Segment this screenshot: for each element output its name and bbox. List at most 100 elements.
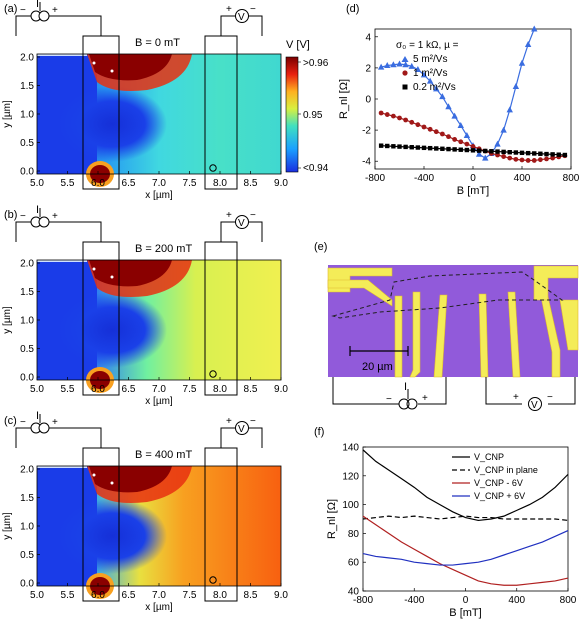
panel-label-b: (b) — [4, 209, 17, 221]
legend-label: V_CNP - 6V — [474, 478, 523, 488]
x-tick-label: 9.0 — [274, 384, 288, 395]
x-axis-label: B [mT] — [449, 607, 481, 619]
minus-e1: − — [386, 394, 392, 405]
data-point — [378, 110, 384, 116]
x-tick-label: 0 — [470, 173, 476, 184]
data-point — [544, 151, 549, 157]
data-point — [391, 144, 396, 149]
y-tick-label: 1.5 — [20, 287, 34, 298]
minus-e2: − — [547, 392, 553, 403]
series-line — [362, 529, 569, 566]
minus-sign: − — [250, 210, 256, 221]
y-tick-label: 40 — [348, 587, 360, 598]
field-label: B = 0 mT — [135, 37, 180, 49]
voltage-label: V — [238, 424, 245, 435]
voltmeter-icon — [235, 215, 249, 229]
y-tick-label: 1.5 — [20, 493, 34, 504]
y-tick-label: 120 — [342, 471, 359, 482]
data-point — [457, 121, 464, 128]
y-tick-label: 100 — [342, 500, 359, 511]
data-point — [446, 146, 451, 152]
x-tick-label: 7.5 — [183, 178, 197, 189]
data-point — [420, 71, 428, 78]
current-label: I — [36, 204, 39, 216]
x-tick-label: 7.0 — [152, 178, 166, 189]
data-point — [556, 152, 561, 157]
x-tick-label: 6.5 — [122, 178, 136, 189]
data-point — [451, 112, 458, 119]
x-tick-label: 5.5 — [61, 590, 75, 601]
x-tick-label: 8.5 — [244, 178, 258, 189]
flake-outline — [331, 271, 564, 319]
x-tick-label: 5.5 — [61, 384, 75, 395]
x-tick-label: -800 — [365, 173, 385, 184]
panel-label-a: (a) — [4, 3, 17, 15]
scalebar-label: 20 µm — [362, 361, 393, 373]
data-point — [408, 62, 415, 69]
data-point — [464, 141, 470, 147]
data-point — [512, 83, 520, 90]
legend-marker — [401, 56, 409, 62]
data-point — [550, 155, 556, 161]
colorbar-min: <0.94 — [303, 163, 329, 174]
y-tick-label: 2 — [365, 63, 371, 74]
panel-label-f: (f) — [314, 426, 324, 438]
plus-e1: + — [422, 393, 428, 404]
marker-dot — [92, 473, 96, 477]
data-point — [440, 146, 445, 151]
potential-maps: (a) I− +V+ −B = 0 mT5.0 5.5 6.0 6.5 7.0 7.5 8.0 8.… — [2, 0, 288, 613]
x-tick-label: 7.5 — [183, 384, 197, 395]
minus-sign: − — [20, 5, 26, 16]
data-point — [452, 147, 457, 152]
data-point — [433, 85, 440, 92]
voltmeter-icon — [235, 421, 249, 435]
field-label: B = 400 mT — [135, 449, 192, 461]
data-point — [390, 61, 397, 68]
y-axis-label: R_nl [Ω] — [338, 79, 350, 119]
x-tick-label: 400 — [508, 595, 525, 606]
data-point — [439, 131, 445, 137]
data-point — [427, 145, 433, 151]
y-tick-label: 2.0 — [20, 465, 34, 476]
data-point — [482, 154, 489, 161]
data-point — [518, 59, 526, 66]
data-point — [544, 156, 549, 162]
data-point — [397, 144, 402, 149]
data-point — [519, 150, 525, 156]
x-tick-label: 5.0 — [30, 590, 44, 601]
y-tick-label: 1.0 — [20, 110, 34, 121]
y-tick-label: 1.5 — [20, 81, 34, 92]
data-point — [458, 139, 464, 145]
colorbar-max: >0.96 — [303, 58, 329, 69]
x-tick-label: 6.0 — [91, 384, 105, 395]
marker-dot — [110, 69, 114, 73]
data-point — [495, 149, 500, 154]
marker-dot — [92, 267, 96, 271]
plus-sign: + — [226, 210, 232, 221]
map-panel-a: (a) I− +V+ −B = 0 mT5.0 5.5 6.0 6.5 7.0 7.5 8.0 8.… — [2, 0, 288, 201]
data-point — [402, 61, 409, 68]
x-tick-label: 6.0 — [91, 590, 105, 601]
data-point — [537, 157, 543, 163]
x-tick-label: 400 — [514, 173, 531, 184]
data-point — [458, 147, 463, 152]
y-tick-label: 140 — [342, 443, 359, 454]
data-point — [513, 156, 519, 162]
data-point — [562, 152, 568, 158]
legend-label: V_CNP + 6V — [474, 491, 525, 501]
x-tick-label: 7.5 — [183, 590, 197, 601]
data-point — [377, 63, 385, 70]
current-circuit — [15, 427, 102, 448]
plus-e2: + — [513, 392, 519, 403]
y-tick-label: -4 — [362, 157, 371, 168]
y-tick-label: -2 — [362, 126, 371, 137]
colorbar-mid: 0.95 — [303, 110, 323, 121]
data-point — [409, 145, 414, 150]
x-axis-label: x [µm] — [145, 396, 173, 407]
data-point — [421, 145, 427, 151]
panel-label-e: (e) — [314, 241, 327, 253]
data-point — [501, 149, 506, 155]
y-tick-label: 0.5 — [20, 550, 34, 561]
y-tick-label: 0.0 — [20, 167, 34, 178]
